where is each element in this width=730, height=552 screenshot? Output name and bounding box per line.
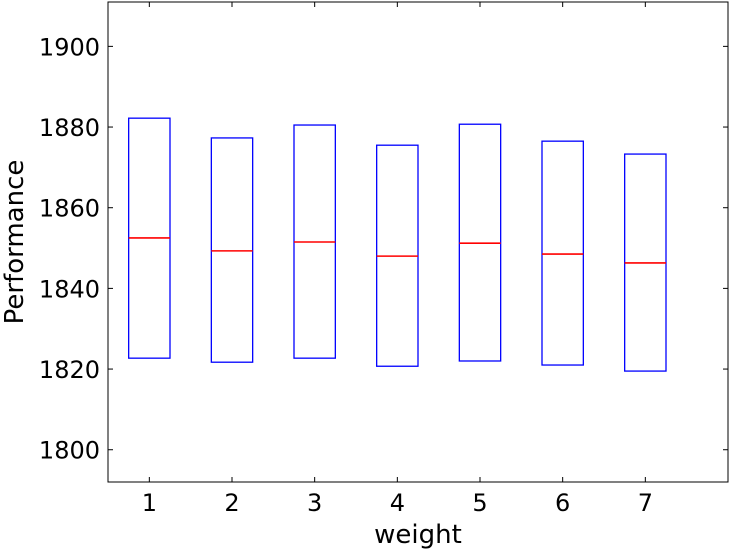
x-tick-label: 3 (307, 489, 322, 517)
y-tick-label: 1880 (39, 114, 100, 142)
plot-area-frame (107, 1, 729, 483)
x-tick-label: 5 (472, 489, 487, 517)
x-axis: 1 2 3 4 5 6 7 (142, 2, 653, 517)
box-6 (541, 140, 584, 366)
y-axis-title: Performance (0, 160, 30, 325)
y-tick-label: 1840 (39, 275, 100, 303)
box-series (128, 117, 667, 372)
y-tick-label: 1900 (39, 33, 100, 61)
x-tick-label: 4 (390, 489, 405, 517)
y-tick-label: 1800 (39, 437, 100, 465)
y-axis: 1800 1820 1840 1860 1880 1900 (39, 33, 728, 465)
x-tick-label: 6 (555, 489, 570, 517)
box-2 (210, 137, 254, 363)
y-tick-label: 1860 (39, 195, 100, 223)
x-tick-label: 7 (638, 489, 653, 517)
x-axis-title: weight (374, 520, 462, 550)
x-tick-label: 1 (142, 489, 157, 517)
x-tick-label: 2 (224, 489, 239, 517)
y-tick-label: 1820 (39, 356, 100, 384)
